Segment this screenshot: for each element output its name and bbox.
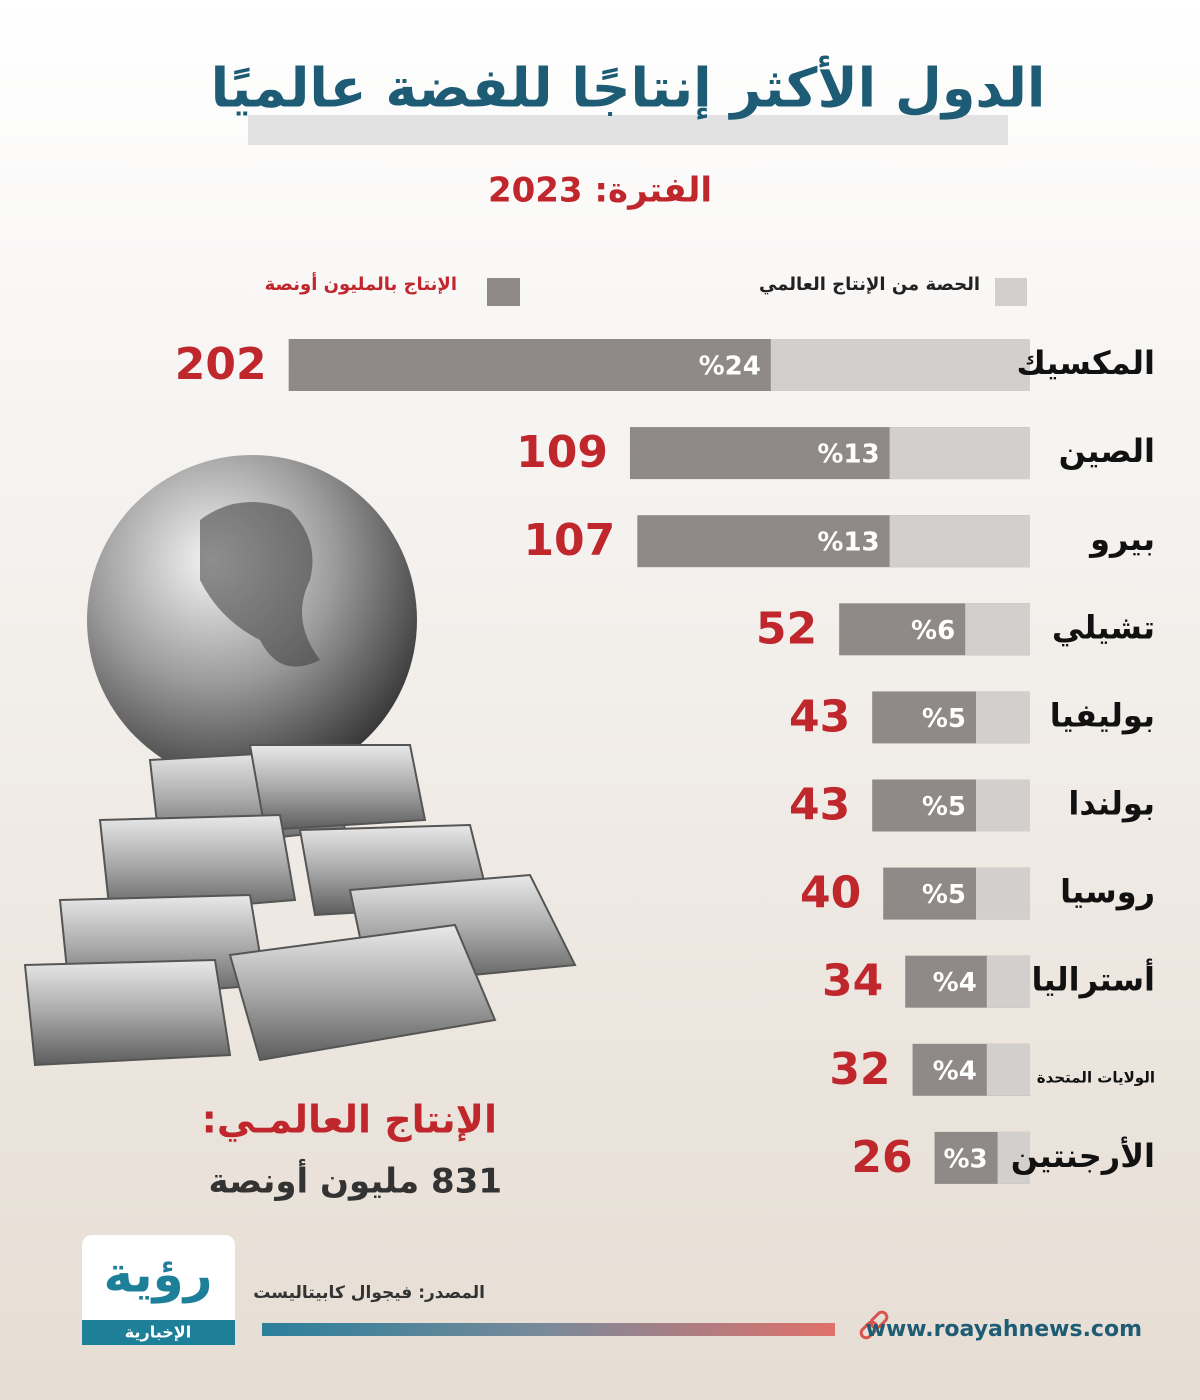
value-label: 40 <box>800 868 861 919</box>
value-label: 43 <box>789 691 850 742</box>
value-label: 34 <box>822 956 883 1007</box>
bar-share <box>986 1043 1030 1096</box>
bar-share <box>889 427 1030 480</box>
bar-share <box>889 515 1030 568</box>
share-label: %5 <box>922 792 966 822</box>
legend-swatch <box>487 278 520 306</box>
title-underline <box>248 115 1008 145</box>
logo-name: رؤية <box>104 1246 213 1305</box>
value-label: 107 <box>523 515 615 566</box>
category-label: الولايات المتحدة <box>1037 1068 1155 1086</box>
value-label: 32 <box>829 1044 890 1095</box>
logo-tagline: الإخبارية <box>125 1323 191 1342</box>
footer-line <box>262 1323 835 1336</box>
total-value: 831 مليون أونصة <box>209 1159 502 1202</box>
bar-share <box>976 867 1030 920</box>
category-label: المكسيك <box>1017 344 1155 382</box>
bar-share <box>965 603 1030 656</box>
value-label: 52 <box>756 603 817 654</box>
category-label: بوليفيا <box>1050 696 1155 734</box>
share-label: %4 <box>933 968 977 998</box>
bar-chart: الحصة من الإنتاج العالمي الإنتاج بالمليون… <box>175 272 1155 1184</box>
chart-title: الدول الأكثر إنتاجًا للفضة عالميًا <box>211 56 1046 120</box>
value-label: 109 <box>516 427 608 478</box>
bar-share <box>770 339 1030 391</box>
bar-share <box>976 691 1030 744</box>
share-label: %13 <box>817 528 879 558</box>
share-label: %6 <box>911 616 955 646</box>
share-label: %24 <box>699 352 761 382</box>
share-label: %5 <box>922 880 966 910</box>
logo: رؤية الإخبارية <box>82 1235 235 1345</box>
bar-share <box>976 779 1030 832</box>
value-label: 43 <box>789 780 850 831</box>
category-label: بولندا <box>1068 785 1155 823</box>
source: المصدر: فيجوال كابيتاليست <box>253 1283 485 1303</box>
website: www.roayahnews.com <box>866 1317 1142 1342</box>
category-label: الصين <box>1059 432 1155 470</box>
category-label: أستراليا <box>1032 959 1155 999</box>
value-label: 202 <box>175 339 267 390</box>
category-label: تشيلي <box>1052 608 1155 646</box>
share-label: %13 <box>817 440 879 470</box>
category-label: بيرو <box>1088 520 1155 558</box>
value-label: 26 <box>851 1132 912 1183</box>
link-icon <box>859 1310 889 1340</box>
bar-share <box>986 955 1030 1008</box>
legend-swatch <box>995 278 1027 306</box>
category-label: الأرجنتين <box>1011 1136 1155 1175</box>
share-label: %5 <box>922 704 966 734</box>
legend-label: الإنتاج بالمليون أونصة <box>265 272 457 295</box>
subtitle: الفترة: 2023 <box>488 171 712 211</box>
share-label: %4 <box>933 1056 977 1086</box>
category-label: روسيا <box>1060 873 1155 911</box>
bar-share <box>997 1131 1030 1184</box>
total-label: الإنتاج العالمـي: <box>202 1098 497 1142</box>
share-label: %3 <box>943 1144 987 1174</box>
legend-label: الحصة من الإنتاج العالمي <box>759 274 980 295</box>
globe-illustration <box>23 455 577 1067</box>
